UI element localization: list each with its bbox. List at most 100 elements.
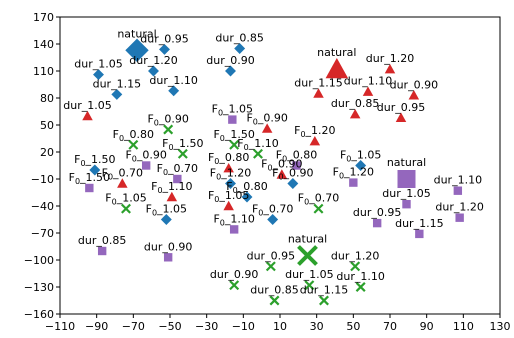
point-label: F0_0.80 [226, 180, 267, 195]
x-tick-label: 30 [310, 320, 324, 333]
x-marker [121, 203, 131, 214]
point-label: F0_1.50 [213, 128, 254, 143]
point-label: natural [288, 233, 327, 246]
x-tick-label: −70 [122, 320, 145, 333]
point-label: F0_1.05 [212, 103, 253, 118]
triangle-marker [395, 112, 407, 122]
point-label: dur_1.10 [344, 75, 392, 88]
x-tick-label: −50 [158, 320, 181, 333]
point-label: dur_1.15 [93, 77, 141, 90]
diamond-marker [241, 191, 253, 203]
x-tick-label: −10 [232, 320, 255, 333]
point-label: F0_1.20 [333, 166, 374, 181]
point-label: dur_0.90 [206, 54, 254, 67]
point-label: F0_0.70 [157, 162, 198, 177]
point-label: F0_0.70 [252, 203, 293, 218]
diamond-marker [93, 69, 104, 81]
point-label: dur_0.95 [140, 32, 188, 45]
diamond-marker [287, 178, 299, 189]
triangle-marker [166, 191, 178, 202]
point-label: F0_0.70 [298, 192, 339, 207]
triangle-marker [223, 200, 234, 211]
y-tick-label: 80 [40, 92, 54, 105]
x-marker [297, 245, 318, 266]
point-label: F0_0.90 [125, 149, 166, 164]
point-label: dur_0.85 [78, 234, 126, 247]
point-label: dur_0.85 [250, 284, 298, 297]
diamond-marker [267, 214, 279, 225]
y-tick-label: −100 [24, 254, 54, 267]
point-label: F0_1.05 [146, 203, 187, 218]
square-marker [415, 229, 424, 239]
diamond-marker [225, 65, 236, 77]
y-tick-label: 110 [33, 65, 54, 78]
x-marker [304, 280, 315, 291]
point-label: natural [317, 46, 356, 59]
point-label: dur_1.20 [366, 52, 414, 65]
triangle-marker [276, 169, 288, 179]
point-label: dur_0.95 [377, 101, 425, 114]
point-label: F0_1.05 [105, 192, 146, 207]
diamond-marker [159, 43, 170, 55]
point-label: dur_1.05 [382, 187, 430, 200]
point-label: natural [387, 156, 426, 169]
point-label: dur_1.05 [63, 99, 111, 112]
x-marker [163, 124, 174, 135]
point-label: dur_1.10 [336, 270, 384, 283]
point-label: F0_0.90 [261, 158, 302, 173]
x-marker [313, 203, 324, 214]
point-label: F0_0.90 [272, 167, 313, 182]
x-tick-label: 130 [490, 320, 511, 333]
y-tick-label: −130 [24, 281, 54, 294]
diamond-marker [89, 164, 101, 176]
triangle-marker [309, 135, 321, 146]
point-label: dur_1.05 [74, 58, 122, 71]
point-label: F0_0.90 [147, 113, 188, 128]
point-label: dur_1.10 [434, 174, 482, 187]
point-label: dur_0.85 [331, 97, 379, 110]
triangle-marker [349, 108, 361, 119]
x-tick-label: −110 [45, 320, 75, 333]
point-label: natural [117, 27, 156, 40]
x-tick-label: 70 [383, 320, 397, 333]
square-marker [141, 161, 151, 170]
point-label: dur_0.90 [390, 78, 438, 91]
point-label: F0_1.10 [213, 212, 254, 227]
square-marker [173, 174, 182, 184]
x-marker [269, 295, 280, 306]
point-label: F0_1.50 [69, 171, 110, 186]
square-marker [397, 170, 416, 188]
square-marker [163, 253, 173, 262]
point-label: F0_1.20 [210, 167, 251, 182]
x-tick-label: 90 [420, 320, 434, 333]
x-marker [265, 261, 276, 272]
point-label: dur_1.15 [294, 77, 342, 90]
diamond-marker [355, 160, 367, 171]
x-marker [319, 295, 329, 306]
square-marker [228, 115, 237, 124]
square-marker [292, 161, 301, 170]
point-label: F0_0.80 [208, 151, 249, 166]
point-label: F0_1.50 [74, 153, 115, 168]
point-label: dur_1.15 [300, 284, 348, 297]
point-label: F0_1.10 [237, 137, 278, 152]
plot-frame [59, 16, 501, 315]
x-marker [253, 148, 263, 159]
triangle-marker [313, 88, 324, 98]
triangle-marker [117, 178, 128, 188]
x-tick-label: 110 [453, 320, 474, 333]
square-marker [372, 218, 382, 228]
triangle-marker [82, 110, 93, 121]
triangle-marker [325, 57, 349, 79]
point-label: F0_1.05 [340, 149, 381, 164]
y-tick-label: −40 [31, 200, 54, 213]
x-marker [229, 139, 240, 150]
triangle-marker [408, 90, 420, 100]
x-tick-label: 50 [346, 320, 360, 333]
square-marker [97, 246, 107, 256]
point-label: dur_0.90 [144, 240, 192, 253]
point-label: F0_0.80 [276, 149, 317, 164]
axes: −110 −90 −70 −50 −30 −10 10 30 50 70 90 110 130 −160 −… [24, 11, 511, 333]
